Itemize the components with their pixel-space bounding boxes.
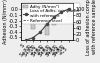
Bar [45, 10, 49, 35]
Bar [38, 0, 42, 10]
Bar [52, 10, 56, 25]
Bar [60, 10, 63, 13]
Bar [67, 10, 70, 17]
Legend: Adhy (N/mm²), Loss of Adhs. compared
with reference, Reference level: Adhy (N/mm²), Loss of Adhs. compared wit… [22, 3, 80, 24]
Bar [31, 10, 35, 29]
Y-axis label: Loss of adhesion compared
with reference sample (%): Loss of adhesion compared with reference… [86, 0, 97, 55]
Y-axis label: Adhesion (N/mm²): Adhesion (N/mm²) [3, 0, 8, 44]
